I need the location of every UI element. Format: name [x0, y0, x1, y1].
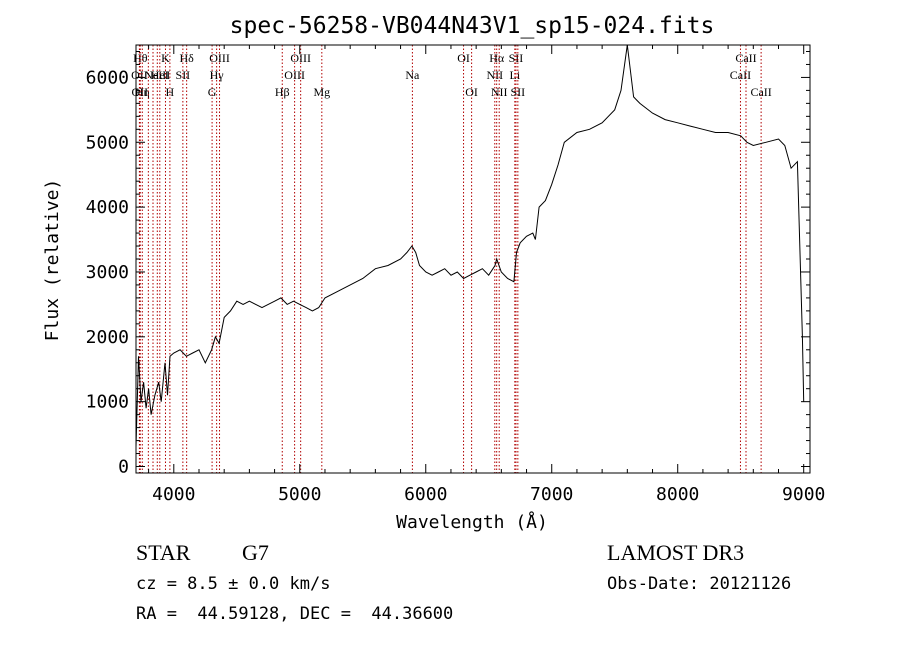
y-tick-label: 5000: [86, 132, 129, 153]
y-tick-label: 3000: [86, 262, 129, 283]
spectral-line-label: NII: [486, 68, 503, 82]
spectral-line-label: OII: [131, 68, 148, 82]
spectral-line-label: Hα: [489, 51, 505, 65]
spectral-line-label: NII: [491, 85, 508, 99]
spectral-line-label: Hβ: [275, 85, 290, 99]
coords-label: RA = 44.59128, DEC = 44.36600: [136, 604, 453, 624]
x-axis: 4000 5000 6000 7000 8000 9000: [148, 45, 825, 505]
survey-label: LAMOST DR3: [607, 540, 744, 565]
spectral-line-label: OIII: [290, 51, 311, 65]
x-tick-label: 4000: [152, 484, 195, 505]
y-tick-label: 2000: [86, 327, 129, 348]
spectral-line-label: G: [208, 85, 217, 99]
spectral-line-label: OI: [465, 85, 478, 99]
y-tick-label: 6000: [86, 67, 129, 88]
spectral-line-label: Na: [405, 68, 420, 82]
spectrum-series-line: [135, 44, 805, 448]
spectral-line-label: Hγ: [210, 68, 225, 82]
x-tick-label: 5000: [278, 484, 321, 505]
spectral-line-label: Li: [509, 68, 520, 82]
y-axis-label: Flux (relative): [42, 179, 63, 342]
spectral-line-label: K: [161, 51, 170, 65]
spectral-line-label: SII: [509, 51, 524, 65]
spectral-lines-layer: HθOIIOIIHηNeIIIHeIKHSIIHδGHγOIIIHβOIIIOI…: [131, 45, 772, 473]
y-tick-label: 4000: [86, 197, 129, 218]
spectral-line-label: SII: [511, 85, 526, 99]
spectral-line-label: H: [166, 85, 175, 99]
spectral-line-label: NeIII: [144, 68, 170, 82]
spectral-line-label: Hη: [135, 85, 150, 99]
spectral-line-label: HeI: [151, 68, 169, 82]
redshift-label: cz = 8.5 ± 0.0 km/s: [136, 574, 330, 594]
chart-title: spec-56258-VB044N43V1_sp15-024.fits: [230, 13, 715, 39]
y-tick-label: 1000: [86, 392, 129, 413]
x-tick-label: 6000: [404, 484, 447, 505]
x-tick-label: 8000: [656, 484, 699, 505]
spectral-line-label: CaII: [750, 85, 771, 99]
y-tick-label: 0: [118, 457, 129, 478]
spectral-line-label: Hδ: [179, 51, 194, 65]
x-tick-label: 9000: [782, 484, 825, 505]
star-subclass: G7: [242, 540, 269, 565]
spectral-line-label: CaII: [735, 51, 756, 65]
spectral-line-label: OI: [457, 51, 470, 65]
spectral-line-label: SII: [176, 68, 191, 82]
spectral-line-label: OIII: [284, 68, 305, 82]
spectral-line-label: Mg: [313, 85, 330, 99]
y-axis: 0 1000 2000 3000 4000 5000 6000: [86, 50, 810, 478]
spectral-line-label: Hθ: [133, 51, 148, 65]
spectral-line-label: CaII: [730, 68, 751, 82]
spectral-line-label: OIII: [209, 51, 230, 65]
star-class: STAR: [136, 540, 191, 565]
x-tick-label: 7000: [530, 484, 573, 505]
obs-date-label: Obs-Date: 20121126: [607, 574, 791, 594]
x-axis-label: Wavelength (Å): [396, 511, 548, 533]
